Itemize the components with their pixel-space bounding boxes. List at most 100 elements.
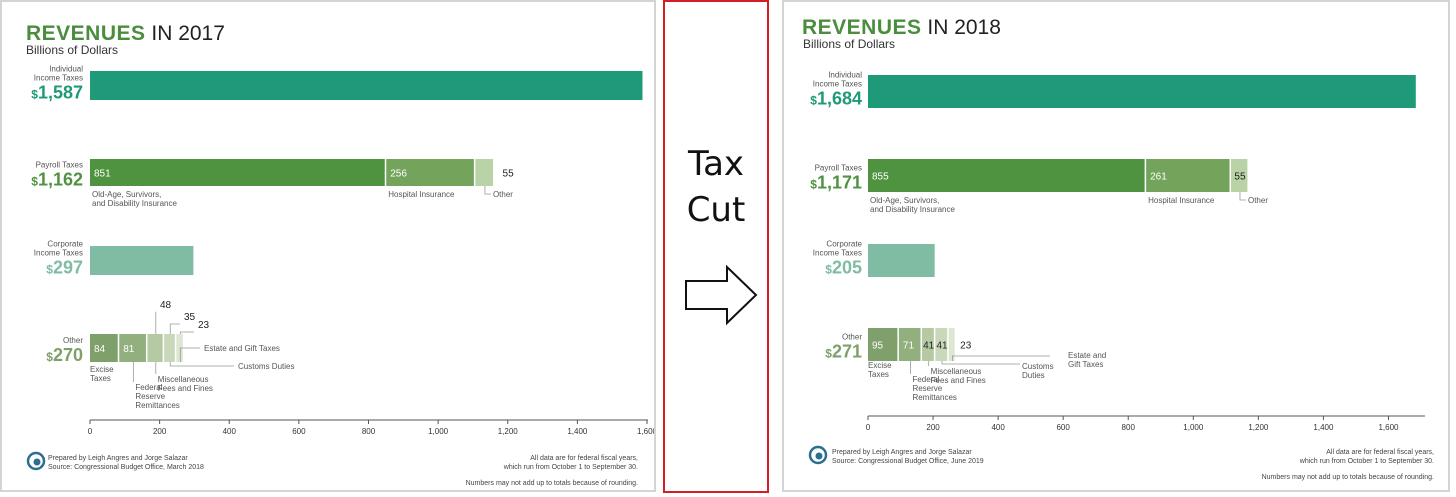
bar-segment-corporate [90,246,194,275]
right-arrow-icon [685,264,758,326]
footer-note-3: Numbers may not add up to totals because… [1261,474,1434,481]
x-tick-label: 600 [1056,423,1070,432]
category-total-individual: $1,684 [810,89,862,109]
segment-name-label: Gift Taxes [1068,360,1103,369]
category-label-corporate: Income Taxes [34,249,83,258]
footer-source: Source: Congressional Budget Office, Mar… [48,464,204,471]
bar-segment-other [475,159,494,186]
leader-line [1239,192,1246,201]
bar-value-label: 855 [872,172,889,183]
leader-line [179,347,200,362]
segment-name-label: Reserve [912,384,942,393]
category-total-value: 1,162 [38,170,83,190]
bar-segment-estate-and-gift-taxes [948,328,955,361]
category-total-value: 271 [832,342,862,362]
cbo-logo-icon-center [33,458,41,466]
leader-line [169,362,234,367]
bar-segment-estate-and-gift-taxes [176,334,183,362]
tax-cut-box: Tax Cut [663,0,769,493]
category-total-other: $270 [46,345,83,365]
segment-name-label: Taxes [868,370,889,379]
dollar-sign: $ [825,263,832,277]
bar-value-label: 41 [936,341,948,352]
bar-segment-excise-taxes [90,334,118,362]
x-tick-label: 1,400 [567,427,588,436]
dollar-sign: $ [31,88,38,102]
tax-cut-line-1: Tax [687,144,745,184]
footer-prepared: Prepared by Leigh Angres and Jorge Salaz… [48,455,188,462]
bar-value-label: 23 [198,320,210,331]
segment-name-label: Hospital Insurance [1148,196,1215,205]
segment-name-label: and Disability Insurance [92,199,177,208]
bar-segment-customs-duties [164,334,175,362]
category-total-value: 297 [53,258,83,278]
x-tick-label: 1,200 [1248,423,1269,432]
segment-name-label: Customs [1022,362,1054,371]
category-total-value: 1,587 [38,83,83,103]
segment-name-label: Taxes [90,374,111,383]
category-label-other: Other [63,336,83,345]
x-tick-label: 1,600 [1378,423,1399,432]
x-tick-label: 0 [88,427,93,436]
bar-value-label: 48 [160,300,172,311]
bar-value-label: 23 [960,341,972,352]
segment-name-label: and Disability Insurance [870,205,955,214]
bar-segment-excise-taxes [868,328,898,361]
category-total-other: $271 [825,342,862,362]
category-label-individual: Income Taxes [813,80,862,89]
chart-title-strong: REVENUES [26,22,146,45]
segment-name-label: Old-Age, Survivors, [92,190,161,199]
bar-value-label: 41 [923,341,935,352]
category-label-individual: Income Taxes [34,74,83,83]
bar-segment-old-age-survivors-and-disability-insurance [90,159,385,186]
footer-credits: Prepared by Leigh Angres and Jorge Salaz… [832,448,984,466]
footer-source: Source: Congressional Budget Office, Jun… [832,458,984,465]
leader-line [484,186,491,195]
category-total-value: 270 [53,345,83,365]
leader-line [941,361,1020,365]
footer-notes: All data are for federal fiscal years, w… [1262,448,1434,482]
x-tick-label: 400 [223,427,237,436]
bar-segment-corporate [868,244,935,277]
x-tick-label: 200 [926,423,940,432]
segment-name-label: Fees and Fines [931,376,986,385]
chart-title-strong: REVENUES [802,16,922,39]
category-total-value: 1,684 [817,89,862,109]
bar-segment-federal-reserve-remittances [119,334,146,362]
x-tick-label: 600 [292,427,306,436]
footer-credits: Prepared by Leigh Angres and Jorge Salaz… [48,454,204,472]
bar-value-label: 81 [123,344,135,355]
dollar-sign: $ [46,263,53,277]
chart-subtitle: Billions of Dollars [803,37,896,51]
bar-segment-individual [90,71,643,100]
revenue-chart-2018: REVENUES IN 2018 Billions of Dollars 0 20… [782,0,1450,492]
category-total-payroll: $1,171 [810,173,862,193]
segment-name-label: Miscellaneous [158,375,209,384]
category-total-corporate: $297 [46,258,83,278]
chart-plot-2017: 0 200 400 600 800 1,000 1,200 1,400 1,600 Individ… [26,65,654,471]
bar-value-label: 71 [903,341,915,352]
leader-line [169,323,180,334]
segment-name-label: Other [1248,196,1268,205]
category-label-corporate: Corporate [826,240,862,249]
dollar-sign: $ [810,178,817,192]
segment-name-label: Fees and Fines [158,384,213,393]
category-label-corporate: Income Taxes [813,249,862,258]
bar-segment-miscellaneous-fees-and-fines [921,328,934,361]
chart-subtitle: Billions of Dollars [26,43,119,57]
segment-name-label: Estate and Gift Taxes [204,344,280,353]
chart-plot-2018: 0 200 400 600 800 1,000 1,200 1,400 1,600 Individ… [808,71,1425,465]
segment-name-label: Other [493,190,513,199]
x-tick-label: 1,000 [1183,423,1204,432]
dollar-sign: $ [810,94,817,108]
chart-title: REVENUES IN 2017 [26,22,225,46]
chart-title: REVENUES IN 2018 [802,16,1001,40]
segment-name-label: Miscellaneous [931,367,982,376]
bar-segment-hospital-insurance [386,159,474,186]
bar-segment-federal-reserve-remittances [898,328,921,361]
segment-name-label: Federal [135,383,162,392]
x-tick-label: 1,600 [637,427,654,436]
segment-name-label: Excise [90,365,114,374]
leader-line [952,355,1050,361]
footer-note-3: Numbers may not add up to totals because… [465,480,638,487]
